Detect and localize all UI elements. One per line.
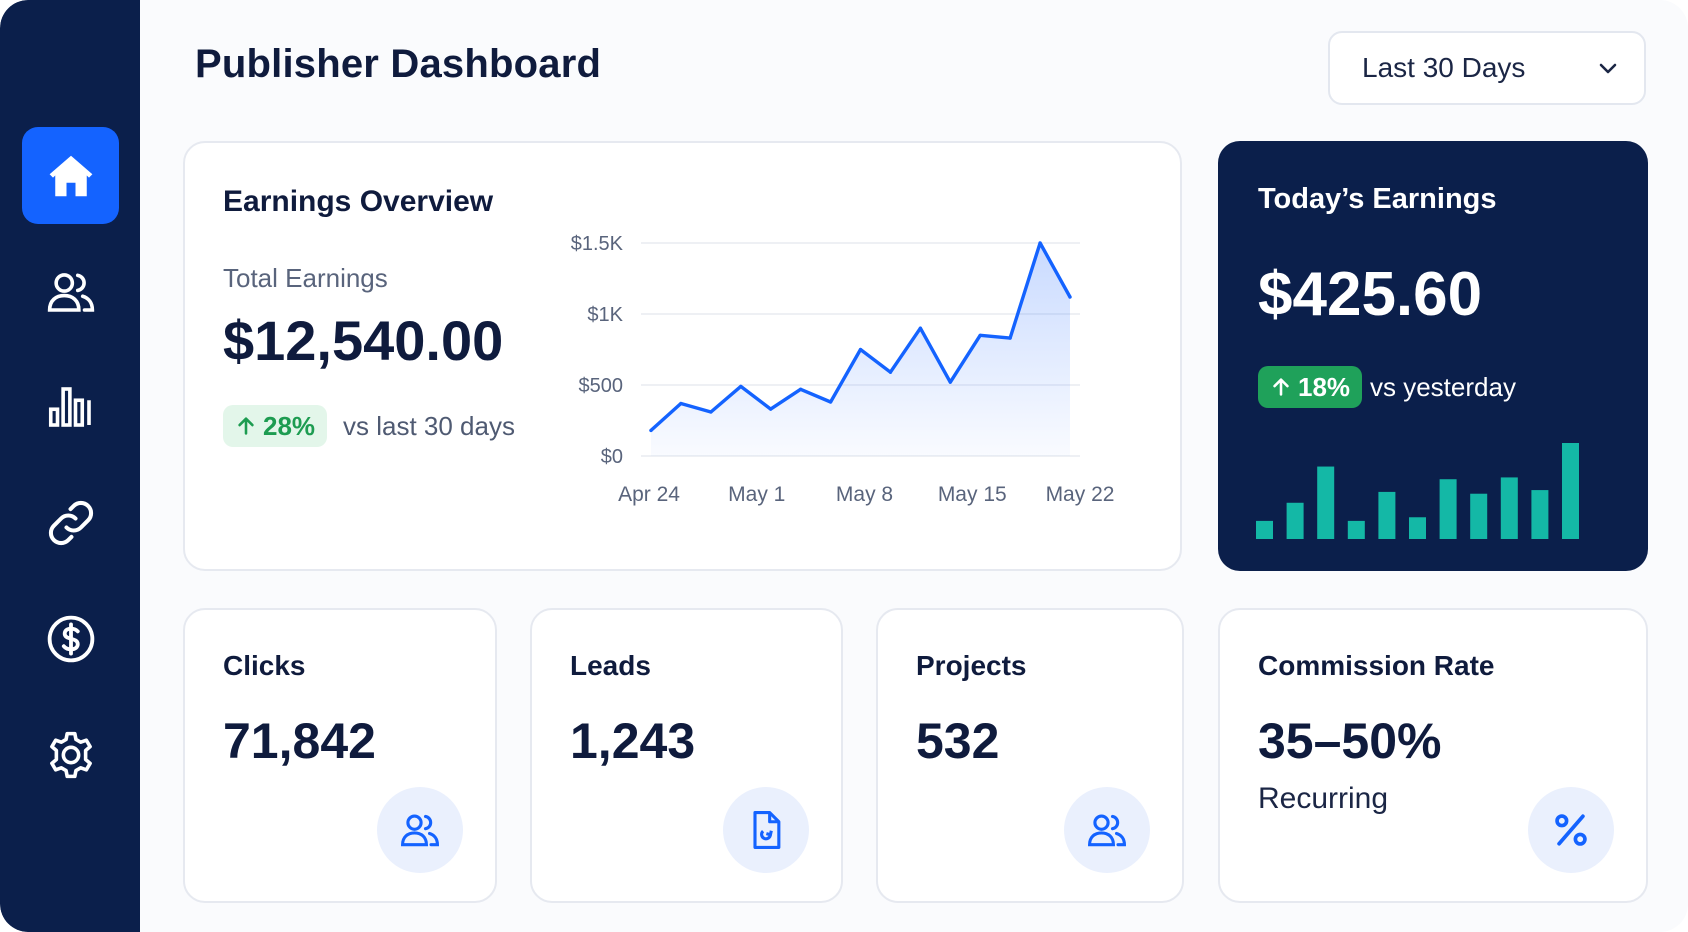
sidebar-item-settings[interactable] [22,706,119,803]
x-tick-label: May 22 [1046,483,1115,506]
data-point [799,387,803,391]
commission-icon-badge [1528,787,1614,873]
data-point [888,370,893,374]
card-title: Today’s Earnings [1258,183,1497,215]
leads-icon-badge [723,787,809,873]
total-earnings-label: Total Earnings [223,263,388,293]
todays-mini-bar-chart [1256,443,1579,539]
mini-bar [1256,520,1273,539]
x-tick-label: May 8 [836,483,893,506]
todays-earnings-card: Today’s Earnings $425.60 18% vs yesterda… [1218,141,1648,571]
earnings-delta-badge: 28% [223,405,328,447]
card-title: Earnings Overview [223,185,494,218]
bar-chart-icon [48,386,91,427]
data-point [858,347,863,352]
mini-bar [1562,443,1579,539]
leads-card: Leads 1,243 [530,608,843,903]
percent-icon [1555,814,1587,846]
commission-rate-subtitle: Recurring [1258,782,1389,815]
date-range-label: Last 30 Days [1362,52,1526,83]
leads-value: 1,243 [570,713,696,769]
document-icon [753,811,781,849]
y-tick-label: $500 [579,375,624,397]
card-title: Leads [570,650,651,681]
projects-icon-badge [1064,787,1150,873]
data-point [828,400,833,404]
page-title: Publisher Dashboard [195,42,602,86]
x-tick-label: May 15 [938,483,1007,506]
dollar-icon [47,615,94,662]
sidebar [0,0,140,932]
gear-icon [49,731,92,778]
today-delta-value: 18% [1298,371,1351,402]
chevron-down-icon [1599,63,1617,74]
clicks-value: 71,842 [223,713,376,769]
data-point [1008,336,1012,340]
y-tick-label: $1K [587,304,623,326]
clicks-icon-badge [377,787,463,873]
card-title: Clicks [223,650,306,681]
users-icon [401,814,439,847]
mini-bar [1409,517,1426,539]
mini-bar [1500,477,1518,539]
mini-bar [1286,502,1304,539]
data-point [739,384,743,389]
today-delta-badge: 18% [1258,366,1363,408]
clicks-card: Clicks 71,842 [183,608,497,903]
projects-value: 532 [916,713,1000,769]
earnings-overview-card: Earnings Overview Total Earnings $12,540… [183,141,1182,571]
mini-bar [1378,491,1396,539]
y-tick-label: $1.5K [571,233,624,255]
projects-card: Projects 532 [876,608,1184,903]
data-point [709,410,713,414]
data-point [918,326,922,330]
data-point [948,380,952,384]
x-tick-label: Apr 24 [618,483,680,506]
earnings-delta-value: 28% [263,410,316,441]
data-point [649,428,653,433]
mini-bar [1317,466,1335,539]
mini-bar [1439,479,1457,539]
today-delta-caption: vs yesterday [1370,372,1516,402]
commission-rate-value: 35–50% [1258,713,1442,769]
card-title: Projects [916,650,1027,681]
earnings-line-chart: $0 $500 $1K $1.5K Apr 24 May 1 May 8 May 15 May… [571,233,1115,506]
card-title: Commission Rate [1258,650,1495,681]
arrow-up-icon [1273,378,1289,396]
data-point [679,401,683,406]
total-earnings-value: $12,540.00 [223,309,504,372]
data-point [978,333,982,337]
users-icon [1088,814,1126,847]
y-tick-label: $0 [601,446,623,468]
link-icon [48,500,93,545]
sidebar-item-payouts[interactable] [22,590,119,687]
mini-bar [1531,490,1549,539]
sidebar-item-users[interactable] [22,243,119,340]
commission-rate-card: Commission Rate 35–50% Recurring [1218,608,1648,903]
earnings-delta-caption: vs last 30 days [343,411,515,441]
todays-earnings-value: $425.60 [1258,260,1483,329]
x-tick-label: May 1 [728,483,785,506]
mini-bar [1347,520,1365,539]
data-point [769,407,773,411]
home-icon [49,155,92,196]
mini-bar [1470,493,1488,539]
users-icon [47,272,94,312]
sidebar-item-links[interactable] [22,474,119,571]
data-point [1038,241,1042,245]
arrow-up-icon [238,417,254,435]
date-range-select[interactable]: Last 30 Days [1328,31,1646,105]
sidebar-item-analytics[interactable] [22,358,119,455]
sidebar-item-home[interactable] [22,127,119,224]
data-point [1068,295,1072,299]
